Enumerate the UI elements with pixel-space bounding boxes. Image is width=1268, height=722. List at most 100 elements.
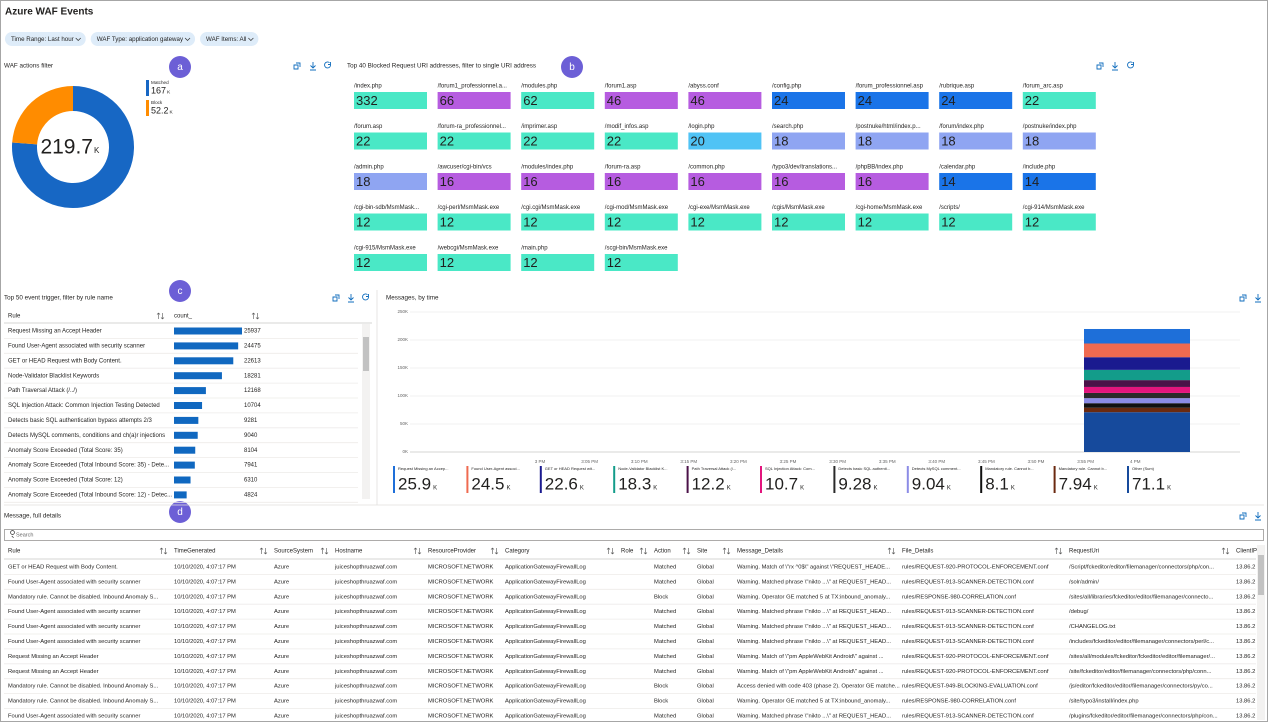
tile[interactable] bbox=[688, 213, 762, 231]
tile[interactable] bbox=[604, 92, 678, 109]
toolbar-icon[interactable] bbox=[362, 293, 369, 301]
sort-icon[interactable] bbox=[1054, 547, 1063, 555]
bar-segment[interactable] bbox=[1084, 357, 1190, 370]
tile[interactable] bbox=[939, 213, 1013, 231]
tile[interactable] bbox=[521, 132, 595, 150]
toolbar-icon[interactable] bbox=[1255, 512, 1261, 521]
count-bar[interactable] bbox=[174, 342, 239, 350]
tile[interactable] bbox=[437, 213, 511, 231]
bar-segment[interactable] bbox=[1084, 392, 1190, 399]
tile[interactable] bbox=[437, 173, 511, 190]
tile[interactable] bbox=[855, 92, 929, 109]
tile[interactable] bbox=[772, 173, 845, 190]
sort-icon[interactable] bbox=[639, 547, 648, 555]
sort-icon[interactable] bbox=[320, 547, 329, 555]
bar-segment[interactable] bbox=[1084, 412, 1190, 452]
toolbar-icon[interactable] bbox=[332, 294, 340, 302]
count-bar[interactable] bbox=[174, 357, 234, 365]
column-header[interactable]: Category bbox=[505, 549, 529, 555]
tile[interactable] bbox=[855, 173, 929, 190]
tile[interactable] bbox=[1022, 92, 1096, 109]
column-header[interactable]: File_Details bbox=[902, 549, 933, 555]
toolbar-icon[interactable] bbox=[293, 62, 301, 70]
sort-icon[interactable] bbox=[682, 547, 691, 555]
tile[interactable] bbox=[1022, 132, 1096, 150]
bar-segment[interactable] bbox=[1084, 369, 1190, 381]
tile[interactable] bbox=[354, 213, 427, 231]
column-header[interactable]: RequestUri bbox=[1069, 549, 1099, 555]
tile[interactable] bbox=[939, 173, 1013, 190]
sort-icon[interactable] bbox=[1221, 547, 1230, 555]
bar-segment[interactable] bbox=[1084, 343, 1190, 358]
donut-segment[interactable] bbox=[11, 86, 134, 208]
bar-segment[interactable] bbox=[1084, 398, 1190, 404]
count-bar[interactable] bbox=[174, 402, 203, 409]
toolbar-icon[interactable] bbox=[1255, 294, 1261, 303]
sort-icon[interactable] bbox=[722, 547, 731, 555]
sort-icon[interactable] bbox=[259, 547, 268, 555]
tile[interactable] bbox=[939, 92, 1013, 109]
sort-icon[interactable] bbox=[413, 547, 422, 555]
sort-icon[interactable] bbox=[887, 547, 896, 555]
count-bar[interactable] bbox=[174, 416, 199, 424]
count-bar[interactable] bbox=[174, 372, 222, 380]
column-header[interactable]: ClientIP bbox=[1236, 549, 1257, 555]
tile[interactable] bbox=[772, 213, 845, 231]
donut-segment[interactable] bbox=[12, 86, 73, 145]
toolbar-icon[interactable] bbox=[1096, 62, 1104, 70]
search-box[interactable] bbox=[4, 529, 1264, 541]
bar-segment[interactable] bbox=[1084, 328, 1190, 344]
column-header[interactable]: Rule bbox=[8, 549, 21, 555]
tile[interactable] bbox=[772, 92, 845, 109]
filter-pill[interactable] bbox=[90, 32, 196, 46]
count-bar[interactable] bbox=[174, 491, 187, 499]
toolbar-icon[interactable] bbox=[348, 294, 354, 303]
tile[interactable] bbox=[855, 132, 929, 150]
toolbar-icon[interactable] bbox=[310, 62, 316, 71]
toolbar-icon[interactable] bbox=[1127, 61, 1134, 69]
tile[interactable] bbox=[688, 173, 762, 190]
tile[interactable] bbox=[1022, 173, 1096, 190]
tile[interactable] bbox=[354, 254, 427, 271]
tile[interactable] bbox=[437, 92, 511, 109]
toolbar-icon[interactable] bbox=[1239, 512, 1247, 520]
column-header[interactable]: SourceSystem bbox=[274, 549, 313, 555]
toolbar-icon[interactable] bbox=[324, 61, 331, 69]
column-header[interactable]: Site bbox=[697, 549, 708, 555]
sort-icon[interactable] bbox=[156, 312, 165, 320]
count-bar[interactable] bbox=[174, 446, 196, 454]
count-bar[interactable] bbox=[174, 387, 206, 395]
column-header[interactable]: Message_Details bbox=[737, 549, 783, 555]
tile[interactable] bbox=[521, 254, 595, 271]
sort-icon[interactable] bbox=[490, 547, 499, 555]
bar-segment[interactable] bbox=[1084, 380, 1190, 387]
filter-pill[interactable] bbox=[5, 32, 86, 46]
tile[interactable] bbox=[437, 254, 511, 271]
sort-icon[interactable] bbox=[606, 547, 615, 555]
toolbar-icon[interactable] bbox=[1112, 62, 1118, 71]
tile[interactable] bbox=[604, 132, 678, 150]
tile[interactable] bbox=[437, 132, 511, 150]
tile[interactable] bbox=[772, 132, 845, 150]
scrollbar-thumb[interactable] bbox=[1258, 555, 1264, 595]
tile[interactable] bbox=[604, 213, 678, 231]
tile[interactable] bbox=[354, 92, 427, 109]
tile[interactable] bbox=[604, 254, 678, 271]
count-bar[interactable] bbox=[174, 476, 191, 484]
column-header[interactable]: Action bbox=[654, 549, 671, 555]
column-header[interactable]: Role bbox=[621, 549, 634, 555]
tile[interactable] bbox=[521, 213, 595, 231]
tile[interactable] bbox=[855, 213, 929, 231]
tile[interactable] bbox=[521, 92, 595, 109]
tile[interactable] bbox=[688, 132, 762, 150]
scrollbar-thumb[interactable] bbox=[363, 337, 369, 371]
filter-pill[interactable] bbox=[200, 32, 259, 46]
tile[interactable] bbox=[939, 132, 1013, 150]
count-bar[interactable] bbox=[174, 327, 242, 335]
tile[interactable] bbox=[1022, 213, 1096, 231]
toolbar-icon[interactable] bbox=[1239, 294, 1247, 302]
tile[interactable] bbox=[688, 92, 762, 109]
tile[interactable] bbox=[354, 132, 427, 150]
column-header[interactable]: TimeGenerated bbox=[174, 549, 215, 555]
tile[interactable] bbox=[354, 173, 427, 190]
